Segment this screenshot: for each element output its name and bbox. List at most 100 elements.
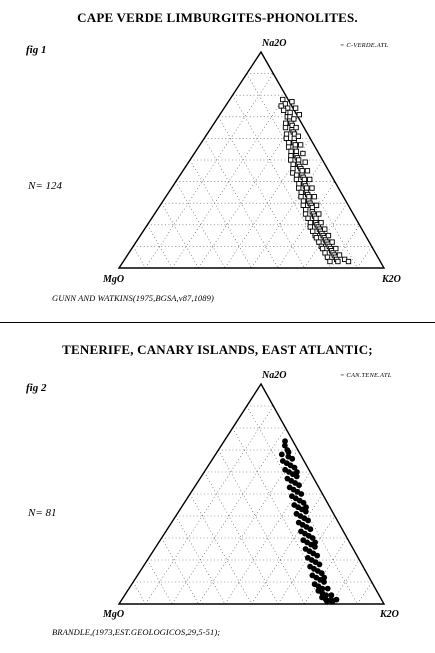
- data-point: [292, 142, 298, 148]
- data-point: [280, 96, 286, 103]
- sample-count-label: N= 124: [28, 180, 63, 192]
- data-point: [298, 194, 304, 200]
- grid-line: [198, 449, 299, 605]
- grid-line: [175, 181, 226, 269]
- panel-divider: [0, 322, 435, 323]
- data-point: [300, 150, 306, 157]
- data-point: [287, 109, 293, 116]
- data-point: [288, 157, 294, 163]
- data-point: [318, 219, 324, 226]
- data-point: [296, 111, 302, 118]
- data-point: [322, 226, 328, 232]
- data-point: [316, 239, 322, 245]
- grid-line: [224, 138, 311, 269]
- data-point: [293, 124, 299, 131]
- grid-line: [246, 73, 358, 269]
- data-point: [281, 442, 288, 449]
- grid-line: [147, 559, 173, 605]
- data-point: [291, 464, 298, 471]
- data-point: [302, 159, 308, 165]
- data-point: [319, 245, 326, 252]
- data-point: [305, 215, 311, 221]
- data-point: [324, 598, 331, 605]
- data-point: [313, 235, 320, 241]
- data-point: [297, 142, 304, 148]
- data-point: [318, 570, 325, 577]
- data-point: [336, 252, 343, 258]
- data-point: [324, 254, 331, 260]
- grid-line: [161, 537, 199, 605]
- data-point: [300, 198, 307, 204]
- data-point: [311, 194, 317, 200]
- data-point: [305, 517, 312, 524]
- legend-label: = C-VERDE.ATL: [340, 42, 389, 49]
- grid-line: [251, 493, 323, 605]
- data-point: [298, 491, 305, 497]
- data-point: [290, 161, 296, 167]
- apex-label-top: Na2O: [262, 38, 287, 49]
- data-point: [327, 258, 333, 265]
- triangle-frame: [117, 382, 386, 605]
- data-point: [278, 103, 284, 109]
- grid-line: [189, 493, 252, 605]
- grid-line: [189, 159, 252, 269]
- data-point: [309, 185, 315, 191]
- data-point: [304, 185, 310, 191]
- grid-line: [145, 73, 274, 269]
- grid-line: [147, 224, 173, 269]
- grid-line: [132, 246, 146, 269]
- data-point: [282, 124, 289, 131]
- data-point: [328, 592, 335, 599]
- data-point: [288, 148, 294, 155]
- apex-label-right: K2O: [382, 274, 401, 285]
- data-point: [307, 526, 314, 533]
- grid-line: [218, 116, 305, 269]
- data-point: [288, 153, 294, 159]
- data-point: [298, 189, 304, 196]
- data-point: [296, 482, 302, 489]
- data-point: [312, 539, 319, 546]
- data-point: [289, 455, 296, 462]
- data-point: [335, 258, 341, 265]
- grid-line: [218, 449, 305, 605]
- ternary-plot-2: [117, 382, 386, 605]
- data-point: [333, 245, 339, 252]
- data-point: [291, 116, 297, 122]
- data-point: [300, 202, 306, 209]
- data-point: [333, 596, 340, 603]
- grid-line: [175, 515, 226, 605]
- data-point: [304, 168, 311, 174]
- chart-title: CAPE VERDE LIMBURGITES-PHONOLITES.: [77, 10, 358, 25]
- data-point: [283, 131, 290, 137]
- data-point: [329, 239, 335, 245]
- grid-line: [357, 581, 372, 605]
- data-point: [280, 107, 287, 113]
- data-point: [314, 552, 321, 559]
- data-point: [296, 181, 302, 187]
- ternary-panel-1: CAPE VERDE LIMBURGITES-PHONOLITES. fig 1…: [0, 0, 435, 322]
- data-point: [289, 99, 295, 105]
- grid-line: [145, 405, 274, 605]
- data-point: [283, 120, 289, 126]
- ternary-panel-2: TENERIFE, CANARY ISLANDS, EAST ATLANTIC;…: [0, 324, 435, 653]
- data-point: [292, 105, 299, 111]
- source-reference: GUNN AND WATKINS(1975,BGSA,v87,1089): [52, 293, 214, 303]
- data-point: [324, 585, 331, 592]
- data-point: [321, 579, 327, 585]
- grid-line: [304, 537, 348, 605]
- data-point: [285, 449, 292, 456]
- figure-label: fig 2: [26, 382, 47, 394]
- data-point: [316, 211, 322, 217]
- data-point: [293, 148, 300, 155]
- data-point: [295, 133, 302, 139]
- data-point: [307, 176, 313, 183]
- grid-line: [203, 138, 279, 269]
- data-point: [303, 207, 309, 213]
- data-point: [293, 473, 300, 480]
- data-point: [310, 228, 316, 234]
- grid-line: [198, 116, 299, 269]
- apex-label-left: MgO: [103, 274, 125, 285]
- data-point: [321, 574, 328, 581]
- apex-label-left: MgO: [103, 609, 125, 620]
- grid-line: [357, 246, 372, 269]
